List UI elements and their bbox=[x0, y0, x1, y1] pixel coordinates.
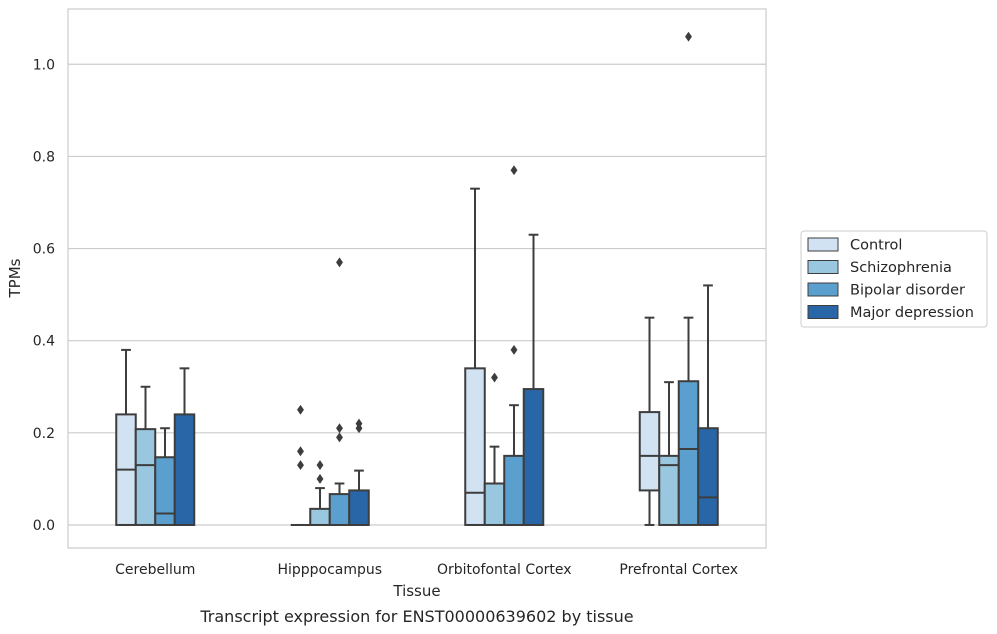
legend-swatch bbox=[807, 260, 839, 274]
outlier-point bbox=[510, 344, 518, 355]
box-group bbox=[638, 31, 719, 526]
x-tick-label: Cerebellum bbox=[115, 562, 195, 578]
box-group bbox=[464, 165, 545, 526]
y-tick-label: 0.0 bbox=[33, 518, 55, 534]
x-tick-label: Hipppocampus bbox=[277, 562, 382, 578]
box bbox=[697, 427, 719, 526]
y-axis-label: TPMs bbox=[6, 258, 24, 298]
box bbox=[522, 388, 545, 526]
box bbox=[348, 489, 370, 526]
y-tick-label: 0.2 bbox=[33, 426, 55, 442]
legend-label: Major depression bbox=[850, 305, 974, 321]
outlier-point bbox=[297, 446, 304, 457]
x-tick-label: Orbitofontal Cortex bbox=[437, 562, 572, 578]
box bbox=[154, 456, 176, 526]
box bbox=[503, 454, 525, 526]
outlier-point bbox=[685, 31, 692, 42]
box bbox=[483, 482, 506, 526]
legend: Control Schizophrenia Bipolar disorder Majo… bbox=[800, 230, 988, 328]
outlier-point bbox=[336, 257, 343, 268]
box bbox=[638, 411, 661, 492]
box bbox=[464, 367, 486, 526]
outlier-point bbox=[336, 432, 343, 443]
box bbox=[658, 454, 680, 526]
outlier-point bbox=[297, 460, 304, 471]
y-tick-labels: 0.0 0.2 0.4 0.6 0.8 1.0 bbox=[33, 57, 55, 534]
box bbox=[309, 507, 331, 526]
box-group bbox=[115, 348, 196, 526]
box bbox=[328, 493, 351, 526]
x-tick-label: Prefrontal Cortex bbox=[619, 562, 738, 578]
y-tick-label: 0.4 bbox=[33, 334, 55, 350]
x-tick-labels: Cerebellum Hipppocampus Orbitofontal Corte… bbox=[115, 562, 738, 578]
box-group bbox=[290, 257, 370, 526]
legend-frame bbox=[800, 230, 988, 328]
outlier-point bbox=[316, 473, 324, 484]
y-tick-label: 0.6 bbox=[33, 242, 55, 258]
outlier-point bbox=[355, 423, 363, 434]
box bbox=[173, 413, 196, 526]
legend-label: Schizophrenia bbox=[850, 260, 952, 276]
legend-label: Control bbox=[850, 238, 902, 254]
legend-swatch bbox=[807, 305, 839, 319]
x-axis-label: Tissue bbox=[392, 582, 440, 600]
y-tick-label: 0.8 bbox=[33, 149, 55, 165]
figure-caption: Transcript expression for ENST0000063960… bbox=[199, 607, 633, 626]
legend-swatch bbox=[807, 282, 839, 297]
outlier-point bbox=[491, 372, 498, 383]
outlier-point bbox=[336, 423, 343, 434]
legend-swatch bbox=[807, 237, 839, 252]
y-tick-label: 1.0 bbox=[33, 57, 55, 73]
outlier-point bbox=[510, 165, 518, 176]
legend-items: Control Schizophrenia Bipolar disorder Majo… bbox=[807, 237, 974, 321]
box bbox=[677, 380, 700, 526]
outlier-point bbox=[316, 460, 324, 471]
box bbox=[134, 428, 157, 526]
box-groups bbox=[115, 31, 719, 526]
outlier-point bbox=[297, 404, 304, 415]
plot-frame bbox=[67, 8, 767, 549]
legend-label: Bipolar disorder bbox=[850, 283, 965, 299]
